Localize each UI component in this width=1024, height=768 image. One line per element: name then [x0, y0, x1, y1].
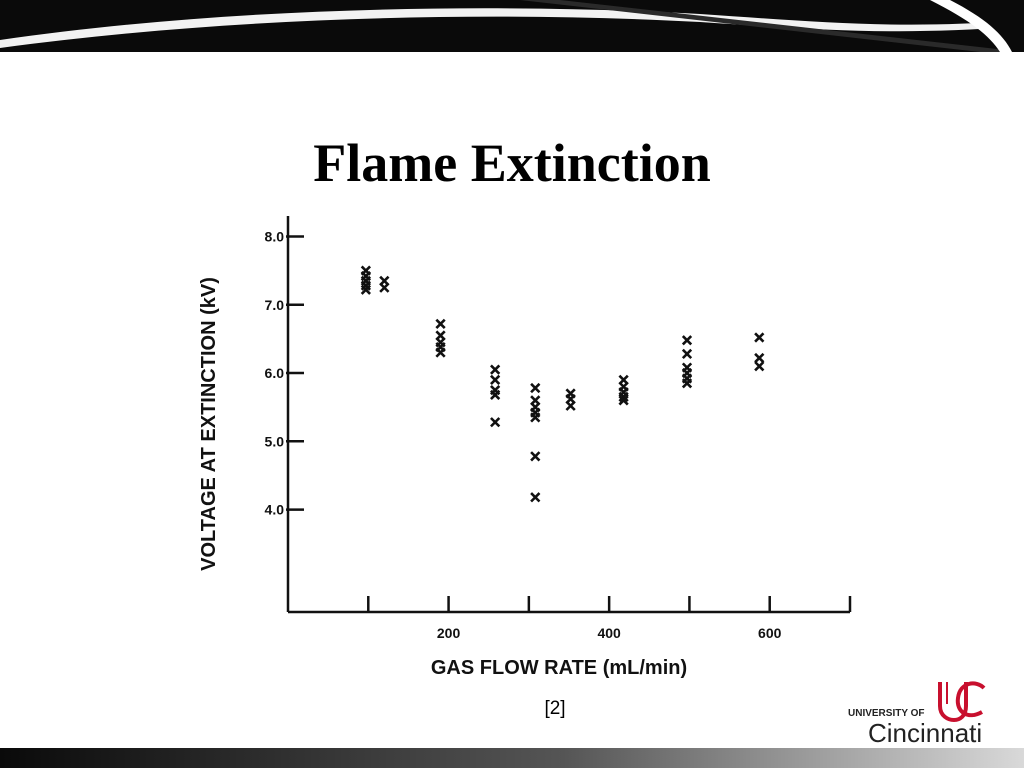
data-point-stroke — [530, 492, 541, 503]
citation: [2] — [544, 698, 566, 719]
data-point-stroke — [565, 400, 576, 411]
data-point-stroke — [618, 395, 629, 406]
scatter-chart: 200 400 600 4.0 5.0 6.0 7.0 8.0 GAS FLOW RATE (… — [198, 216, 852, 679]
data-point — [754, 352, 765, 364]
data-point-stroke — [530, 451, 541, 462]
data-point-stroke — [490, 417, 501, 428]
data-point-stroke — [754, 352, 765, 364]
logo-big-text: Cincinnati — [868, 718, 982, 746]
data-point-stroke — [379, 282, 390, 293]
data-point — [379, 282, 390, 293]
data-point — [530, 492, 541, 503]
data-point-stroke — [490, 374, 501, 385]
data-point-stroke — [490, 364, 501, 375]
data-point — [618, 391, 629, 403]
university-logo: UNIVERSITY OF Cincinnati — [848, 681, 986, 746]
chart-ticks: 200 400 600 4.0 5.0 6.0 7.0 8.0 — [265, 228, 852, 641]
data-point — [754, 361, 765, 372]
top-banner — [0, 0, 1024, 52]
data-point-stroke — [681, 335, 693, 346]
data-point — [754, 332, 765, 343]
data-point-stroke — [530, 412, 541, 423]
data-point-stroke — [681, 378, 693, 389]
data-point — [681, 335, 693, 346]
data-point-stroke — [754, 361, 765, 372]
data-point-stroke — [490, 389, 501, 401]
data-point-stroke — [530, 382, 541, 394]
y-tick-label: 8.0 — [265, 228, 285, 244]
data-point — [490, 374, 501, 385]
data-point-stroke — [618, 391, 629, 403]
data-point — [435, 347, 446, 358]
y-tick-label: 7.0 — [265, 297, 285, 313]
data-point — [681, 348, 693, 360]
chart-axes — [286, 216, 850, 614]
data-point-stroke — [360, 284, 371, 295]
data-point — [490, 389, 501, 401]
bottom-banner — [0, 748, 1024, 768]
data-point — [360, 284, 371, 295]
logo-small-text: UNIVERSITY OF — [848, 708, 925, 719]
y-axis-label: VOLTAGE AT EXTINCTION (kV) — [198, 277, 220, 571]
data-point — [530, 382, 541, 394]
data-point — [618, 395, 629, 406]
x-axis-label: GAS FLOW RATE (mL/min) — [431, 657, 687, 679]
chart-points — [360, 265, 765, 503]
data-point-stroke — [681, 348, 693, 360]
data-point — [490, 364, 501, 375]
uc-monogram-icon — [938, 681, 986, 723]
y-tick-label: 5.0 — [265, 433, 285, 449]
data-point-stroke — [754, 332, 765, 343]
data-point — [530, 451, 541, 462]
x-tick-label: 200 — [437, 625, 461, 641]
data-point — [435, 318, 446, 329]
data-point-stroke — [435, 347, 446, 358]
data-point — [490, 417, 501, 428]
slide-title: Flame Extinction — [313, 133, 711, 194]
data-point — [530, 412, 541, 423]
y-tick-label: 4.0 — [265, 502, 285, 518]
data-point-stroke — [435, 318, 446, 329]
x-tick-label: 600 — [758, 625, 782, 641]
y-tick-label: 6.0 — [265, 365, 285, 381]
data-point — [681, 378, 693, 389]
x-tick-label: 400 — [597, 625, 621, 641]
data-point — [565, 400, 576, 411]
